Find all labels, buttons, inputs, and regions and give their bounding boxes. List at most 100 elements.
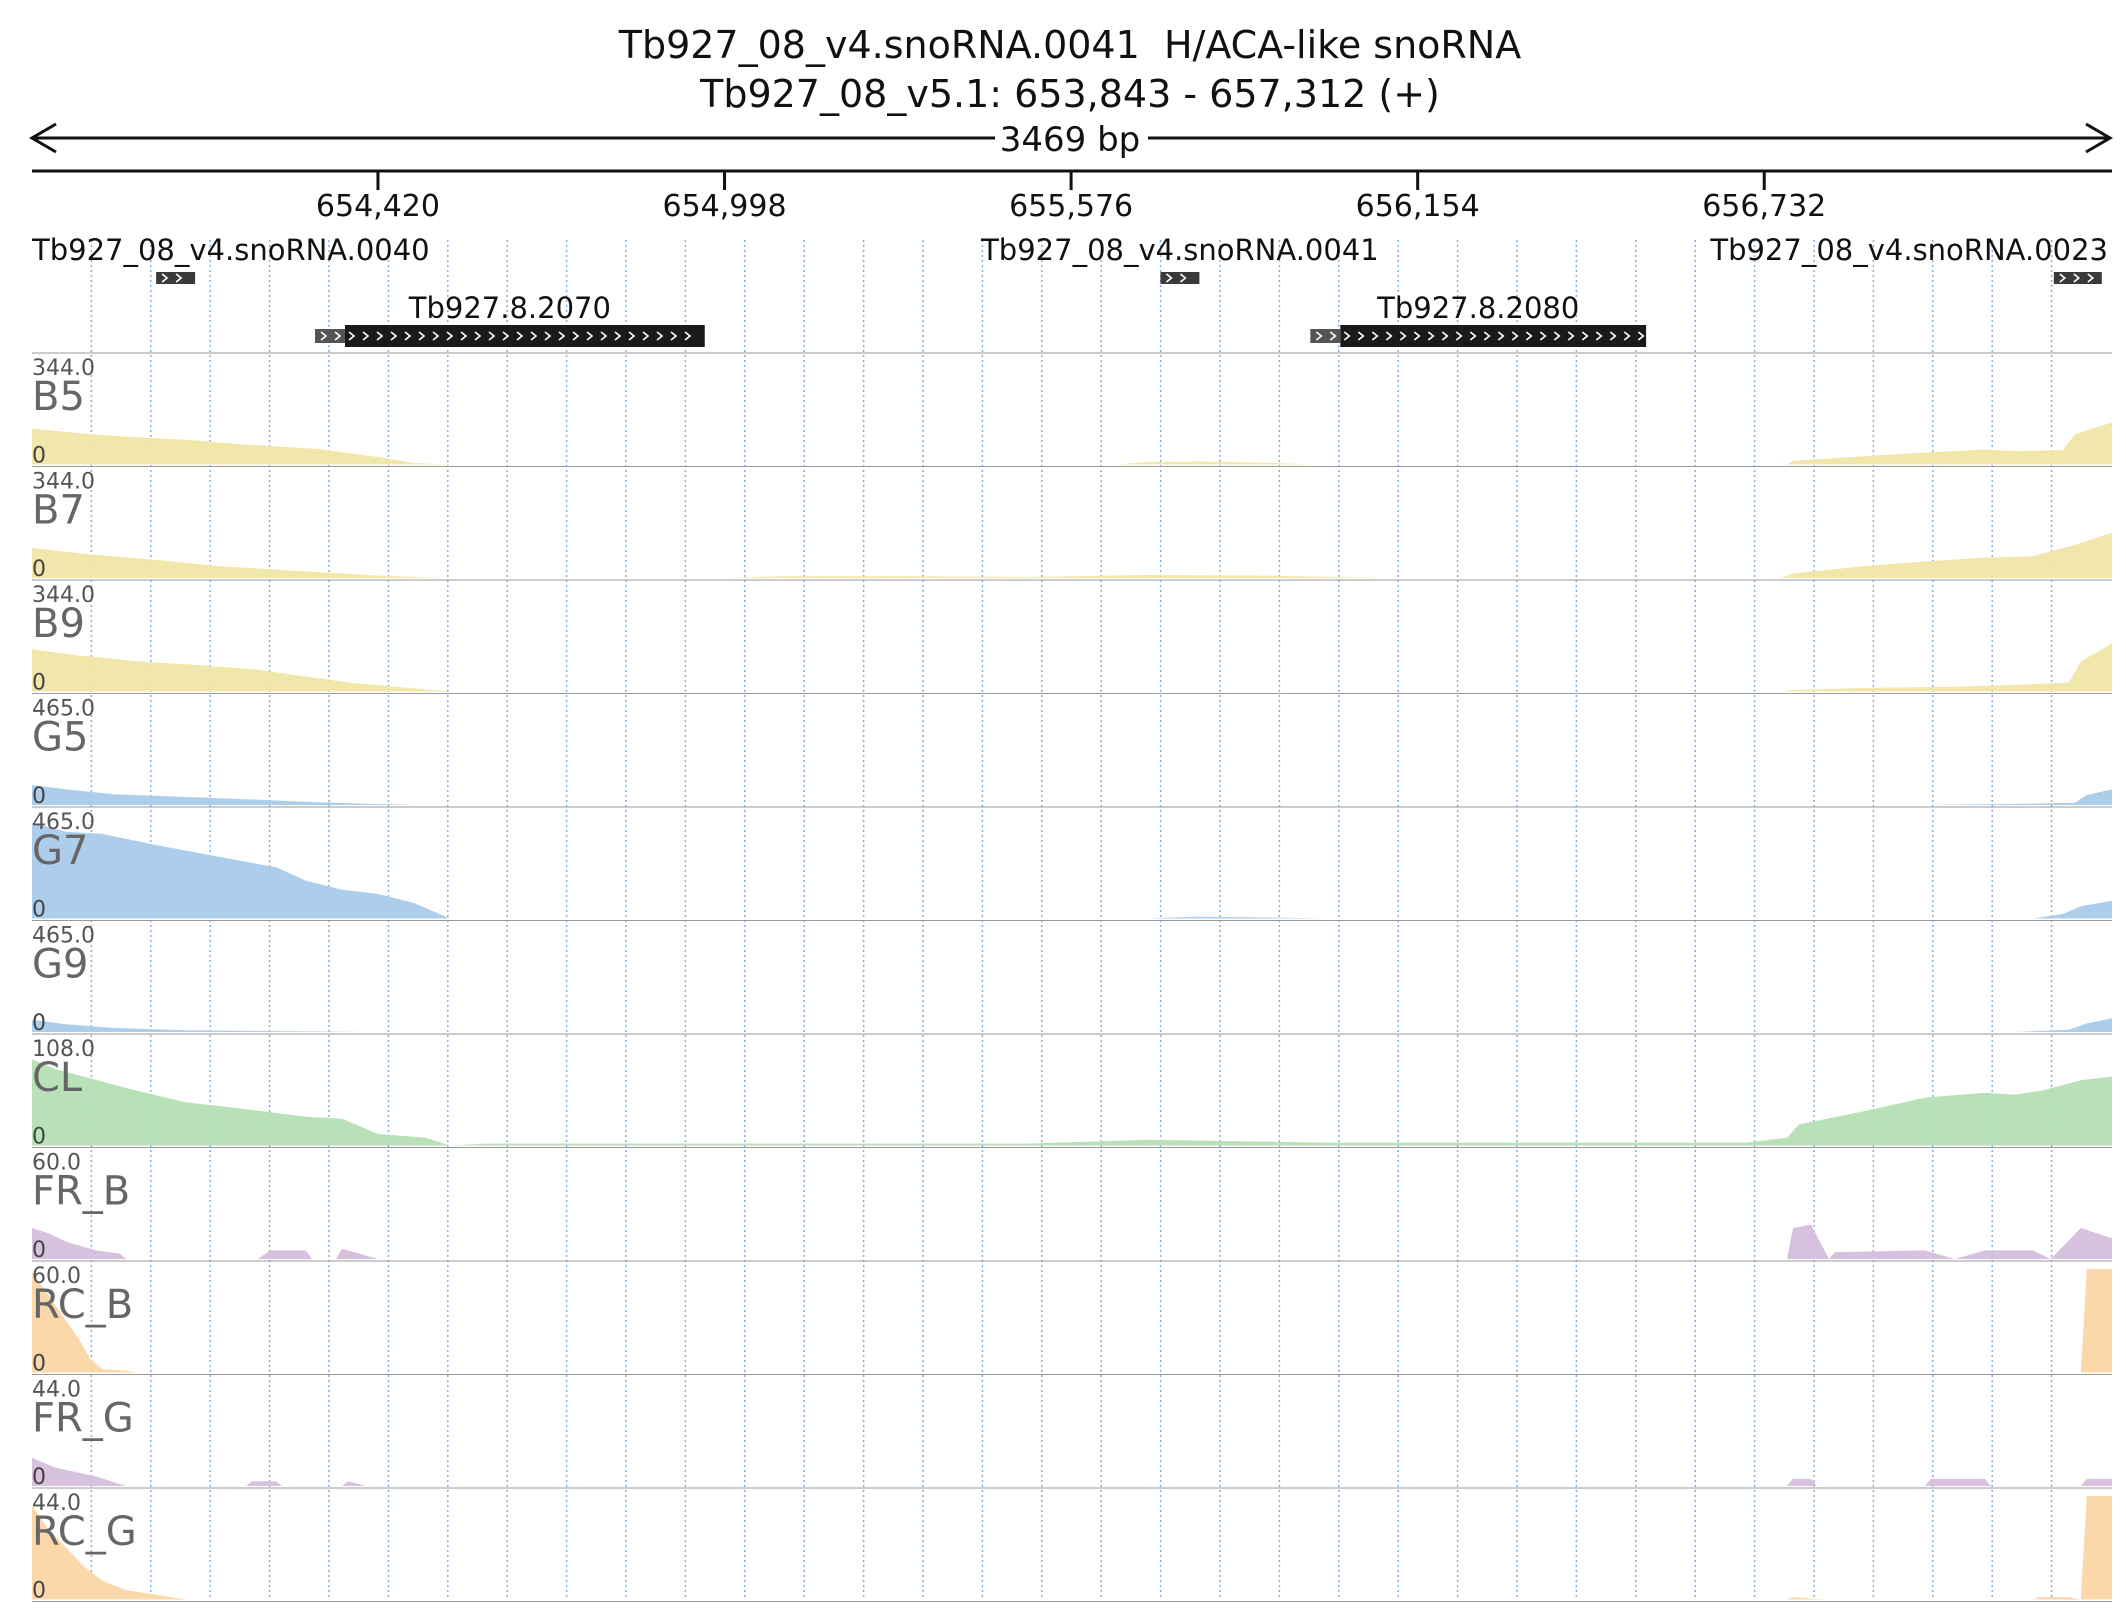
track-name: B9	[32, 601, 85, 647]
track-min-label: 0	[32, 1579, 46, 1604]
ruler-tick-label: 654,420	[316, 189, 440, 224]
strand-chevron-icon	[1511, 331, 1519, 341]
strand-chevron-icon	[1357, 331, 1365, 341]
track-min-label: 0	[32, 1352, 46, 1377]
strand-chevron-icon	[1399, 331, 1407, 341]
cds-block	[1340, 325, 1647, 347]
coverage-area	[32, 532, 2112, 578]
strand-chevron-icon	[2087, 273, 2095, 283]
track-min-label: 0	[32, 898, 46, 923]
track-min-label: 0	[32, 1125, 46, 1150]
track-min-label: 0	[32, 444, 46, 469]
coverage-track-fr-b[interactable]: 60.0FR_B 0	[32, 1151, 2112, 1264]
strand-chevron-icon	[1609, 331, 1617, 341]
span-length-label: 3469 bp	[1000, 120, 1141, 160]
coverage-track-b7[interactable]: 344.0B7 0	[32, 470, 2112, 583]
coverage-track-g9[interactable]: 465.0G9 0	[32, 924, 2112, 1037]
track-max-label: 344.0	[32, 470, 95, 495]
track-min-label: 0	[32, 1238, 46, 1263]
track-max-label: 60.0	[32, 1264, 81, 1289]
feature-gene[interactable]: Tb927.8.2070	[315, 291, 705, 347]
strand-chevron-icon	[376, 331, 384, 341]
coordinate-ruler: 654,420 654,998 655,576 656,154 656,732	[32, 169, 2112, 224]
strand-chevron-icon	[1343, 331, 1351, 341]
feature-label: Tb927_08_v4.snoRNA.0041	[980, 233, 1379, 267]
strand-chevron-icon	[320, 331, 328, 341]
feature-snoRNA[interactable]: Tb927_08_v4.snoRNA.0023	[1709, 233, 2108, 284]
coverage-track-fr-g[interactable]: 44.0FR_G 0	[32, 1378, 2112, 1491]
feature-label: Tb927_08_v4.snoRNA.0023	[1709, 233, 2108, 267]
strand-chevron-icon	[544, 331, 552, 341]
strand-chevron-icon	[656, 331, 664, 341]
ruler-tick-label: 656,154	[1356, 189, 1480, 224]
strand-chevron-icon	[348, 331, 356, 341]
strand-chevron-icon	[404, 331, 412, 341]
coverage-track-b9[interactable]: 344.0B9 0	[32, 583, 2112, 696]
coverage-track-cl[interactable]: 108.0CL 0	[32, 1037, 2112, 1150]
strand-chevron-icon	[1315, 331, 1323, 341]
ruler-tick-label: 656,732	[1702, 189, 1826, 224]
strand-chevron-icon	[2073, 273, 2081, 283]
strand-chevron-icon	[446, 331, 454, 341]
strand-chevron-icon	[1385, 331, 1393, 341]
feature-snoRNA[interactable]: Tb927_08_v4.snoRNA.0041	[980, 233, 1379, 284]
coverage-area	[32, 643, 2112, 692]
track-max-label: 44.0	[32, 1378, 81, 1403]
feature-label: Tb927.8.2070	[408, 291, 611, 325]
figure-title: Tb927_08_v4.snoRNA.0041 H/ACA-like snoRN…	[618, 23, 1521, 67]
coverage-area	[32, 1224, 2112, 1259]
feature-snoRNA[interactable]: Tb927_08_v4.snoRNA.0040	[31, 233, 430, 284]
ruler-tick-label: 654,998	[663, 189, 787, 224]
coverage-area	[32, 822, 2112, 919]
coverage-track-rc-g[interactable]: 44.0RC_G 0	[32, 1491, 2112, 1604]
coverage-tracks: 344.0B50344.0B70344.0B90465.0G50465.0G70…	[32, 352, 2112, 1604]
track-max-label: 344.0	[32, 356, 95, 381]
snorna-block	[156, 272, 196, 284]
track-name: B7	[32, 488, 85, 534]
strand-chevron-icon	[432, 331, 440, 341]
coverage-area	[32, 1018, 2112, 1032]
strand-chevron-icon	[670, 331, 678, 341]
strand-chevron-icon	[362, 331, 370, 341]
strand-chevron-icon	[175, 273, 183, 283]
strand-chevron-icon	[1441, 331, 1449, 341]
strand-chevron-icon	[418, 331, 426, 341]
strand-chevron-icon	[1567, 331, 1575, 341]
strand-chevron-icon	[1623, 331, 1631, 341]
strand-chevron-icon	[1455, 331, 1463, 341]
coverage-track-rc-b[interactable]: 60.0RC_B 0	[32, 1264, 2112, 1377]
strand-chevron-icon	[474, 331, 482, 341]
track-min-label: 0	[32, 1011, 46, 1036]
strand-chevron-icon	[1165, 273, 1173, 283]
strand-chevron-icon	[2059, 273, 2067, 283]
feature-gene[interactable]: Tb927.8.2080	[1310, 291, 1647, 347]
track-name: G9	[32, 942, 88, 988]
cds-block	[344, 325, 705, 347]
strand-chevron-icon	[1595, 331, 1603, 341]
coverage-track-g5[interactable]: 465.0G5 0	[32, 697, 2112, 810]
snorna-block	[1160, 272, 1200, 284]
strand-chevron-icon	[1469, 331, 1477, 341]
track-name: B5	[32, 374, 85, 420]
strand-chevron-icon	[516, 331, 524, 341]
strand-chevron-icon	[1539, 331, 1547, 341]
track-name: FR_B	[32, 1169, 130, 1215]
strand-chevron-icon	[488, 331, 496, 341]
locus-coordinates: Tb927_08_v5.1: 653,843 - 657,312 (+)	[699, 72, 1440, 116]
coverage-track-g7[interactable]: 465.0G7 0	[32, 810, 2112, 923]
track-max-label: 465.0	[32, 810, 95, 835]
track-max-label: 465.0	[32, 924, 95, 949]
strand-chevron-icon	[1497, 331, 1505, 341]
strand-chevron-icon	[390, 331, 398, 341]
strand-chevron-icon	[1329, 331, 1337, 341]
coverage-track-b5[interactable]: 344.0B5 0	[32, 356, 2112, 469]
coverage-area	[32, 1496, 2112, 1600]
strand-chevron-icon	[1581, 331, 1589, 341]
track-name: RC_B	[32, 1282, 133, 1328]
feature-label: Tb927_08_v4.snoRNA.0040	[31, 233, 430, 267]
track-min-label: 0	[32, 671, 46, 696]
strand-chevron-icon	[1483, 331, 1491, 341]
strand-chevron-icon	[628, 331, 636, 341]
span-indicator: 3469 bp	[29, 120, 2113, 160]
